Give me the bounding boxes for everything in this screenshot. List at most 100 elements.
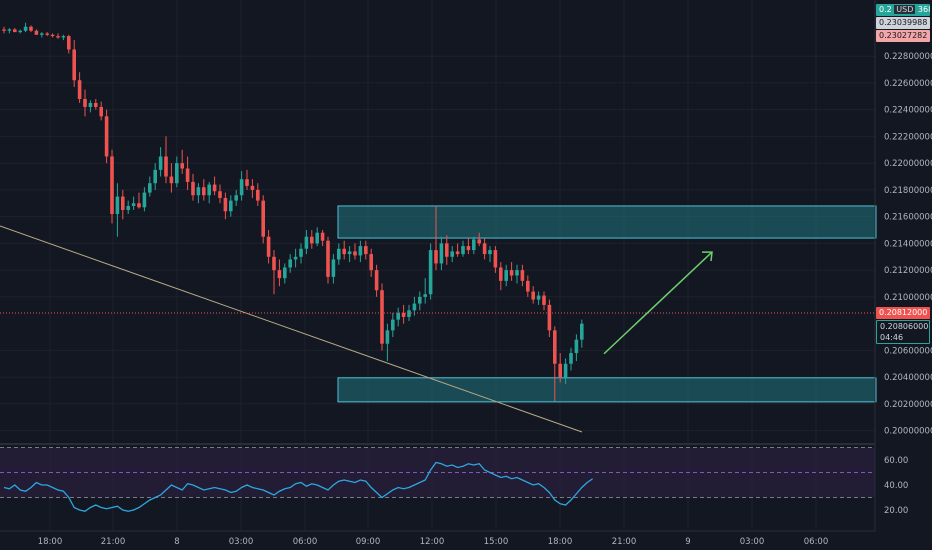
candle-body — [50, 34, 55, 37]
candle-body — [574, 339, 579, 354]
candle-body — [374, 270, 379, 291]
time-tick-label: 18:00 — [548, 537, 573, 547]
price-tick-label: 0.21800000 — [884, 186, 932, 196]
price-tick-label: 0.22200000 — [884, 132, 932, 142]
candle-body — [88, 102, 93, 107]
candle-body — [218, 191, 222, 198]
candle-body — [239, 179, 244, 196]
candle-body — [472, 239, 476, 251]
time-tick-label: 9 — [685, 537, 690, 547]
time-tick-label: 18:00 — [38, 537, 63, 547]
support-resistance-zone — [337, 377, 877, 403]
candle-body — [34, 30, 39, 35]
time-tick-label: 8 — [174, 537, 179, 547]
price-tick-label: 0.21200000 — [884, 266, 932, 276]
last-price-tag: 0.20812000 — [876, 307, 930, 319]
candle-body — [434, 250, 438, 264]
candle-body — [256, 189, 260, 201]
candle-body — [563, 363, 568, 378]
candle-body — [509, 270, 514, 276]
candle-body — [347, 251, 352, 255]
candle-body — [212, 184, 217, 192]
candle-body — [266, 236, 271, 257]
candle-body — [331, 259, 336, 277]
candle-body — [56, 36, 60, 38]
candle-body — [455, 251, 460, 255]
candle-body — [121, 196, 125, 210]
candle-body — [299, 248, 303, 257]
candle-body — [23, 26, 28, 31]
candle-body — [61, 36, 66, 38]
candle-body — [482, 243, 487, 255]
candle-body — [67, 36, 71, 50]
candle-body — [499, 267, 503, 281]
candle-body — [148, 183, 152, 193]
time-tick-label: 06:00 — [293, 537, 318, 547]
candle-body — [407, 310, 411, 317]
time-tick-label: 21:00 — [101, 537, 126, 547]
candle-body — [553, 330, 557, 364]
candle-body — [380, 290, 384, 344]
candle-body — [169, 176, 174, 184]
candle-body — [504, 270, 508, 281]
candle-body — [40, 33, 44, 35]
candle-body — [83, 98, 87, 107]
candle-body — [153, 169, 157, 184]
candle-body — [450, 251, 454, 257]
rsi-tick-label: 60.00 — [884, 456, 908, 466]
candle-body — [13, 29, 17, 33]
candle-body — [142, 192, 147, 208]
candle-body — [7, 29, 12, 31]
candle-body — [104, 116, 109, 157]
candle-body — [272, 256, 276, 271]
candle-body — [364, 246, 368, 255]
candle-body — [234, 195, 238, 201]
candle-body — [547, 304, 552, 331]
candle-body — [72, 49, 76, 81]
candle-body — [493, 250, 498, 268]
candle-body — [558, 363, 562, 378]
candle-body — [77, 80, 82, 99]
candle-body — [569, 353, 573, 364]
candle-body — [245, 179, 249, 186]
candle-body — [520, 270, 525, 281]
candle-body — [191, 181, 195, 196]
candle-body — [288, 259, 292, 268]
price-tick-label: 0.20000000 — [884, 427, 932, 437]
candle-body — [45, 33, 49, 35]
candle-body — [418, 296, 422, 304]
candle-body — [131, 203, 136, 206]
time-tick-label: 06:00 — [804, 537, 829, 547]
candle-body — [110, 156, 114, 214]
candle-body — [580, 323, 584, 340]
candle-body — [342, 248, 346, 255]
candle-body — [207, 184, 211, 196]
arrow-head-icon — [702, 251, 713, 262]
time-tick-label: 12:00 — [420, 537, 445, 547]
candle-body — [261, 200, 265, 237]
candle-body — [158, 156, 163, 170]
candle-body — [326, 240, 330, 277]
candle-body — [310, 236, 314, 244]
candle-body — [126, 205, 130, 210]
time-tick-label: 03:00 — [229, 537, 254, 547]
rsi-tick-label: 40.00 — [884, 481, 908, 491]
candle-body — [18, 30, 22, 33]
rsi-line — [3, 461, 593, 512]
price-tick-label: 0.21000000 — [884, 293, 932, 303]
currency-label[interactable]: USD — [894, 5, 916, 14]
rsi-tick-label: 20.00 — [884, 506, 908, 516]
price-tag-top-tail: 368 — [917, 5, 930, 14]
price-tick-label: 0.20600000 — [884, 346, 932, 356]
candle-body — [353, 251, 357, 256]
candle-body — [175, 163, 179, 184]
candle-body — [180, 163, 184, 169]
price-tag-top: 0.2 USD 368 — [876, 4, 930, 16]
bid-price-tag: 0.23027282 — [876, 30, 930, 42]
candle-body — [385, 330, 390, 344]
candle-body — [202, 187, 206, 196]
candle-body — [477, 239, 481, 244]
time-tick-label: 09:00 — [356, 537, 381, 547]
candle-body — [515, 270, 519, 276]
